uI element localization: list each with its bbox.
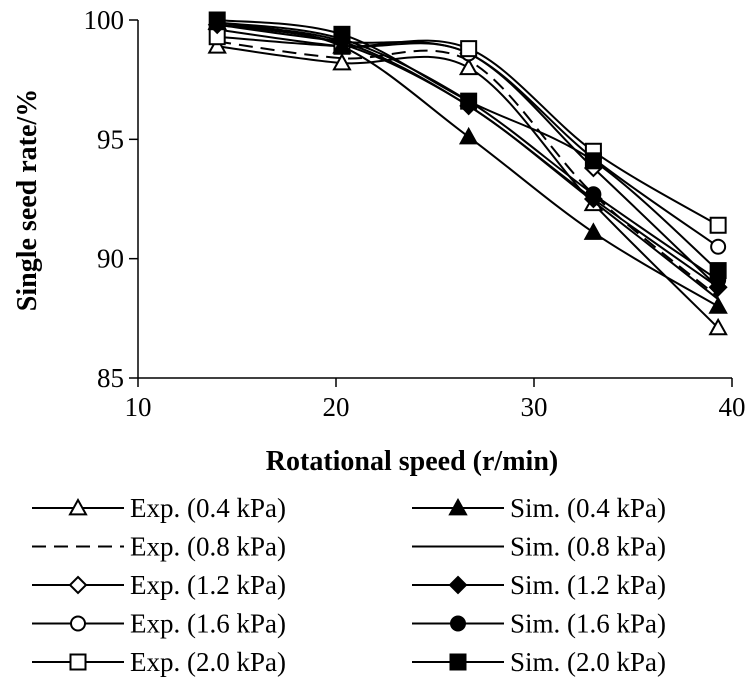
series-layer: [207, 11, 728, 336]
legend: Exp. (0.4 kPa) Exp. (0.8 kPa) Exp. (1.2 kP…: [32, 493, 666, 677]
legend-label: Sim. (1.2 kPa): [510, 570, 666, 600]
x-axis-title: Rotational speed (r/min): [266, 446, 558, 477]
x-tick-label: 10: [125, 392, 152, 422]
series-1: [217, 40, 719, 298]
x-tick-label: 20: [323, 392, 350, 422]
legend-label: Sim. (2.0 kPa): [510, 647, 666, 677]
legend-label: Exp. (2.0 kPa): [130, 647, 286, 677]
legend-marker: [449, 653, 467, 671]
y-tick-label: 85: [97, 363, 124, 393]
legend-marker: [68, 497, 88, 516]
data-point-marker: [709, 262, 727, 280]
data-point-marker: [710, 238, 727, 255]
x-tick-label: 40: [719, 392, 746, 422]
legend-label: Exp. (0.8 kPa): [130, 532, 286, 562]
legend-marker: [448, 497, 468, 516]
legend-entry-0: Exp. (0.4 kPa): [32, 493, 286, 523]
legend-marker: [448, 575, 468, 595]
tick-labels: 85 90 95 100 10 20 30 40: [84, 5, 746, 422]
legend-marker: [450, 615, 466, 632]
legend-marker: [68, 575, 88, 595]
legend-label: Sim. (1.6 kPa): [510, 609, 666, 639]
legend-label: Exp. (1.2 kPa): [130, 570, 286, 600]
data-point-marker: [458, 126, 479, 145]
data-point-marker: [583, 222, 604, 240]
data-point-marker: [207, 36, 227, 54]
legend-entry-1: Exp. (0.8 kPa): [32, 532, 286, 562]
data-point-marker: [208, 11, 226, 29]
data-point-marker: [708, 296, 728, 314]
series-9: [208, 11, 727, 280]
data-point-marker: [460, 40, 478, 58]
series-0: [207, 36, 728, 336]
legend-label: Sim. (0.4 kPa): [510, 493, 666, 523]
legend-marker: [70, 615, 86, 632]
legend-entry-8: Sim. (1.6 kPa): [412, 609, 666, 639]
legend-entry-4: Exp. (2.0 kPa): [32, 647, 286, 677]
legend-entry-2: Exp. (1.2 kPa): [32, 570, 286, 600]
legend-entry-5: Sim. (0.4 kPa): [412, 493, 666, 523]
data-point-marker: [333, 25, 351, 43]
series-line: [217, 45, 719, 329]
series-line: [217, 40, 719, 298]
data-point-marker: [584, 152, 602, 170]
y-tick-label: 95: [97, 124, 124, 154]
y-axis-title: Single seed rate/%: [12, 89, 43, 311]
legend-marker: [69, 653, 87, 671]
legend-label: Exp. (0.4 kPa): [130, 493, 286, 523]
data-point-marker: [458, 57, 479, 76]
legend-entry-3: Exp. (1.6 kPa): [32, 609, 286, 639]
legend-entry-7: Sim. (1.2 kPa): [412, 570, 666, 600]
data-point-marker: [332, 52, 352, 71]
data-point-marker: [460, 92, 478, 110]
y-tick-label: 90: [97, 244, 124, 274]
data-point-marker: [709, 216, 727, 234]
y-tick-label: 100: [84, 5, 125, 35]
legend-entry-9: Sim. (2.0 kPa): [412, 647, 666, 677]
axes: [129, 19, 733, 387]
legend-label: Sim. (0.8 kPa): [510, 532, 666, 562]
legend-entry-6: Sim. (0.8 kPa): [412, 532, 666, 562]
data-point-marker: [708, 317, 728, 336]
legend-label: Exp. (1.6 kPa): [130, 609, 286, 639]
x-tick-label: 30: [521, 392, 548, 422]
data-point-marker: [585, 186, 602, 203]
